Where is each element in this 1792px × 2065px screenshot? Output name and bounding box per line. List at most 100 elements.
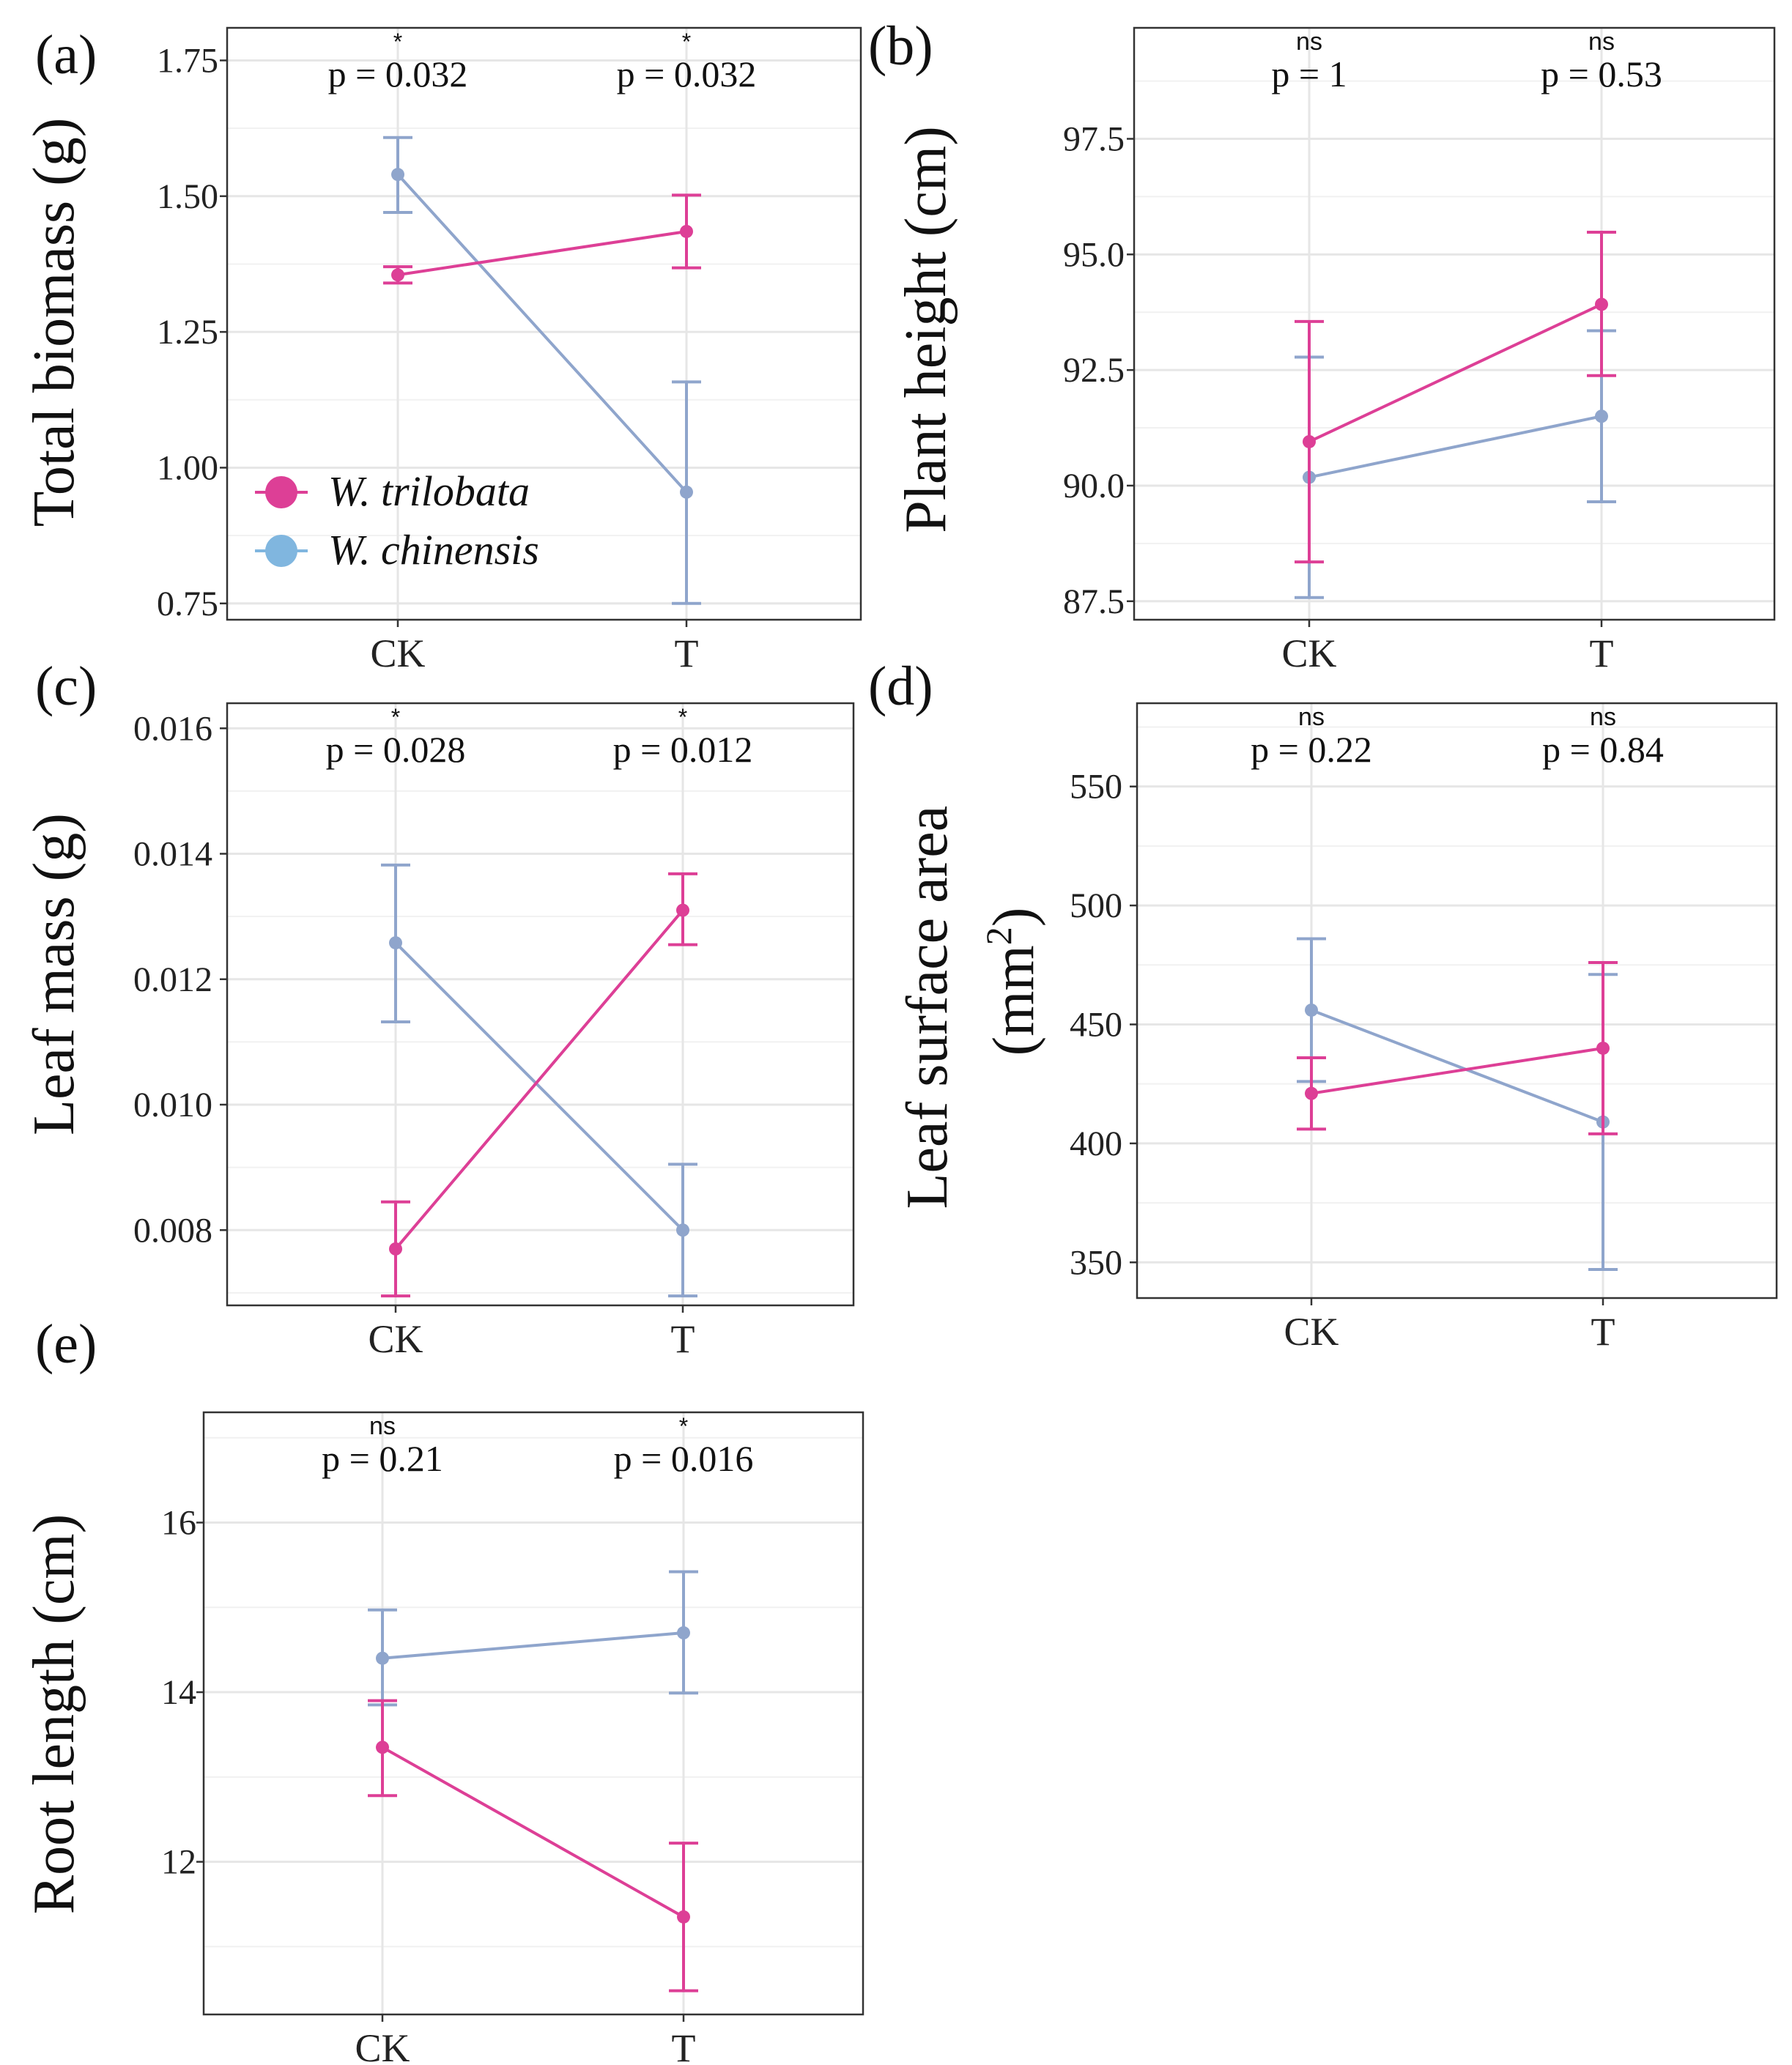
series-line xyxy=(382,1746,684,1918)
x-tick-label: CK xyxy=(370,631,425,675)
data-point xyxy=(1305,1086,1318,1100)
significance-label: * xyxy=(679,1413,688,1439)
panel-c: 0.008 0.010 0.012 0.014 0.016 CK T (c) Leaf mass… xyxy=(22,656,855,1361)
y-tick-label: 500 xyxy=(1070,886,1122,925)
significance-label: * xyxy=(391,704,400,730)
y-axis-label-units: (mm2) xyxy=(978,908,1046,1056)
panel-border xyxy=(226,702,855,1307)
panel-tag: (d) xyxy=(868,656,933,717)
y-tick-label: 87.5 xyxy=(1063,582,1125,621)
data-point xyxy=(1595,409,1608,423)
p-value-label: p = 0.032 xyxy=(328,53,468,94)
p-value-label: p = 0.21 xyxy=(322,1438,443,1479)
y-tick-label: 14 xyxy=(161,1673,196,1712)
significance-label: * xyxy=(678,704,687,730)
p-value-label: p = 0.032 xyxy=(617,53,757,94)
data-point xyxy=(676,1223,689,1237)
y-tick-label: 550 xyxy=(1070,768,1122,807)
series-trilobata xyxy=(1297,961,1618,1135)
series-chinensis xyxy=(1297,937,1618,1272)
data-point xyxy=(677,1910,690,1924)
panel-tag: (e) xyxy=(35,1313,97,1375)
series-line xyxy=(397,230,687,277)
series-line xyxy=(394,941,684,1231)
p-value-label: p = 0.53 xyxy=(1541,53,1662,94)
data-point xyxy=(391,268,404,282)
significance-label: * xyxy=(393,29,402,55)
significance-label: ns xyxy=(369,1412,396,1440)
y-axis-label-close: ) xyxy=(982,908,1046,927)
significance-label: * xyxy=(682,29,691,55)
y-axis-label-units-text: (mm xyxy=(982,945,1046,1056)
y-tick-label: 92.5 xyxy=(1063,351,1125,390)
y-tick-label: 1.00 xyxy=(157,448,218,487)
series-chinensis xyxy=(383,136,701,605)
y-axis-label: Plant height (cm) xyxy=(894,126,958,533)
p-value-label: p = 0.84 xyxy=(1542,729,1664,770)
panel-tag: (b) xyxy=(868,15,933,77)
data-point xyxy=(376,1651,389,1665)
x-tick-label: CK xyxy=(1281,631,1336,675)
p-value-label: p = 0.016 xyxy=(614,1438,754,1479)
y-tick-label: 16 xyxy=(161,1504,196,1543)
p-value-label: p = 1 xyxy=(1271,53,1347,94)
data-point xyxy=(680,485,693,499)
data-point xyxy=(1596,1041,1610,1055)
y-tick-label: 90.0 xyxy=(1063,467,1125,505)
data-point xyxy=(676,903,689,917)
p-value-label: p = 0.012 xyxy=(613,729,753,770)
y-tick-label: 0.010 xyxy=(133,1086,212,1124)
y-tick-label: 1.75 xyxy=(157,41,218,80)
x-tick-label: T xyxy=(672,2026,696,2065)
y-axis-label: Root length (cm) xyxy=(22,1514,86,1915)
y-tick-label: 1.25 xyxy=(157,313,218,352)
panel-border xyxy=(202,1411,864,2016)
y-axis-label: Total biomass (g) xyxy=(22,118,86,527)
y-tick-label: 95.0 xyxy=(1063,235,1125,274)
panel-border xyxy=(1133,26,1776,621)
series-line xyxy=(1308,303,1602,443)
data-point xyxy=(1595,297,1608,311)
x-tick-label: T xyxy=(1590,631,1614,675)
y-tick-label: 0.014 xyxy=(133,835,212,874)
y-tick-label: 350 xyxy=(1070,1243,1122,1282)
significance-label: ns xyxy=(1590,703,1616,731)
y-tick-label: 1.50 xyxy=(157,177,218,216)
legend-marker-trilobata xyxy=(265,476,297,508)
y-tick-label: 0.016 xyxy=(133,709,212,748)
series-line xyxy=(1311,1046,1604,1095)
panel-b: 87.5 90.0 92.5 95.0 97.5 CK T (b) Plant height (… xyxy=(868,15,1776,675)
x-tick-label: T xyxy=(671,1317,695,1361)
p-value-label: p = 0.028 xyxy=(326,729,466,770)
panel-border xyxy=(1136,702,1778,1300)
panel-a: 0.75 1.00 1.25 1.50 1.75 CK T (a) Total biomass … xyxy=(22,24,862,675)
data-point xyxy=(1303,434,1316,448)
legend-label-chinensis: W. chinensis xyxy=(328,526,539,574)
y-tick-label: 0.008 xyxy=(133,1211,212,1250)
series-trilobata xyxy=(383,193,701,285)
data-point xyxy=(677,1626,690,1640)
data-point xyxy=(680,224,693,238)
legend-marker-chinensis xyxy=(265,535,297,567)
series-trilobata xyxy=(1295,231,1616,564)
series-chinensis xyxy=(381,863,697,1298)
series-line xyxy=(1308,415,1602,479)
y-axis-label: Leaf surface area xyxy=(895,806,960,1209)
y-axis-label: Leaf mass (g) xyxy=(22,813,86,1135)
data-point xyxy=(1305,1003,1318,1017)
series-trilobata xyxy=(368,1699,698,1992)
y-tick-label: 97.5 xyxy=(1063,120,1125,159)
legend-label-trilobata: W. trilobata xyxy=(328,467,530,515)
x-tick-label: CK xyxy=(1284,1310,1339,1354)
data-point xyxy=(391,168,404,182)
legend: W. trilobata W. chinensis xyxy=(255,467,539,574)
p-value-label: p = 0.22 xyxy=(1251,729,1372,770)
y-tick-label: 400 xyxy=(1070,1124,1122,1163)
significance-label: ns xyxy=(1296,28,1322,56)
x-tick-label: T xyxy=(1591,1310,1615,1354)
x-tick-label: T xyxy=(675,631,699,675)
series-line xyxy=(396,173,688,494)
y-tick-label: 0.75 xyxy=(157,585,218,623)
data-point xyxy=(389,1242,402,1256)
